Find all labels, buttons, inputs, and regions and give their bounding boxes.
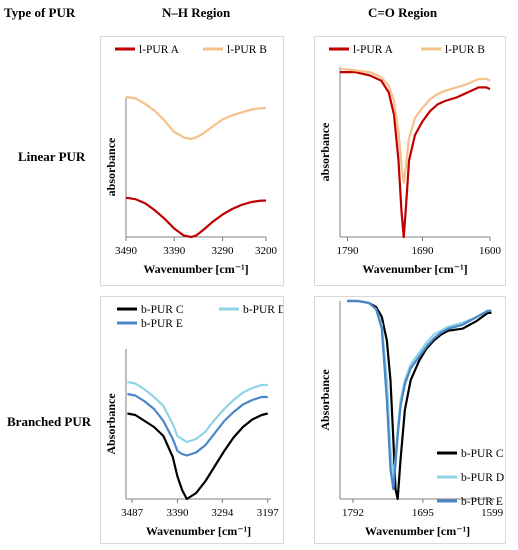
legend-label-l-pur-b: l-PUR B: [227, 44, 267, 56]
x-tick-label: 3390: [166, 507, 189, 519]
x-tick-label: 1600: [479, 245, 502, 257]
legend-label-l-pur-a: l-PUR A: [139, 44, 180, 56]
row-label-linear: Linear PUR: [18, 149, 86, 164]
series-line-b-pur-c: [127, 412, 268, 501]
series-line-l-pur-a: [340, 71, 491, 239]
series-line-l-pur-b: [339, 67, 491, 184]
legend-label-b-pur-e: b-PUR E: [141, 318, 183, 330]
x-tick-label: 3290: [212, 245, 235, 257]
x-axis-label: Wavenumber [cm⁻¹]: [143, 262, 248, 276]
y-axis-label: Absorbance: [318, 369, 332, 431]
chart-linear-nh: 3490 3390 3290 3200 Wavenumber [cm⁻¹] absorba…: [104, 44, 278, 276]
chart-panel-linear-nh: 3490 3390 3290 3200 Wavenumber [cm⁻¹] absorba…: [100, 36, 284, 286]
x-axis-label: Wavenumber [cm⁻¹]: [146, 524, 251, 538]
legend-label-b-pur-c: b-PUR C: [141, 304, 184, 316]
legend-label-l-pur-b: l-PUR B: [445, 44, 485, 56]
header-co-region: C=O Region: [368, 5, 438, 20]
x-tick-label: 1690: [412, 245, 435, 257]
y-axis-label: absorbance: [104, 137, 118, 196]
series-line-b-pur-e: [347, 299, 492, 491]
x-tick-label: 1695: [412, 507, 435, 519]
header-type-label: Type of PUR: [4, 5, 76, 20]
x-tick-label: 1599: [481, 507, 504, 519]
legend-label-b-pur-d: b-PUR D: [243, 304, 283, 316]
x-tick-label: 1790: [337, 245, 360, 257]
series-line-l-pur-b: [125, 95, 266, 141]
x-tick-label: 3200: [255, 245, 278, 257]
legend-label-b-pur-c: b-PUR C: [461, 448, 504, 460]
x-tick-label: 3390: [163, 245, 186, 257]
y-axis-label: Absorbance: [104, 393, 118, 455]
y-axis-label: absorbance: [318, 122, 332, 181]
x-tick-label: 3294: [211, 507, 234, 519]
row-label-branched: Branched PUR: [7, 414, 92, 429]
series-line-b-pur-e: [127, 392, 268, 457]
x-tick-label: 1792: [342, 507, 364, 519]
series-line-l-pur-a: [125, 196, 266, 239]
legend-label-b-pur-e: b-PUR E: [461, 496, 503, 508]
x-axis-label: Wavenumber [cm⁻¹]: [362, 262, 467, 276]
x-axis-label: Wavenumber [cm⁻¹]: [365, 524, 470, 538]
x-tick-label: 3197: [257, 507, 280, 519]
chart-linear-co: 1790 1690 1600 Wavenumber [cm⁻¹] absorbance l…: [318, 44, 502, 276]
x-tick-label: 3490: [115, 245, 138, 257]
x-tick-label: 3487: [121, 507, 144, 519]
chart-branched-co: 1792 1695 1599 Wavenumber [cm⁻¹] Absorbance b…: [318, 299, 504, 538]
chart-panel-branched-nh: 3487 3390 3294 3197 Wavenumber [cm⁻¹] Absorba…: [100, 296, 286, 544]
legend-label-b-pur-d: b-PUR D: [461, 472, 504, 484]
legend-label-l-pur-a: l-PUR A: [353, 44, 394, 56]
series-line-b-pur-d: [127, 380, 268, 444]
chart-panel-linear-co: 1790 1690 1600 Wavenumber [cm⁻¹] absorbance l…: [314, 36, 506, 286]
chart-branched-nh: 3487 3390 3294 3197 Wavenumber [cm⁻¹] Absorba…: [104, 304, 286, 538]
header-nh-region: N–H Region: [162, 5, 231, 20]
chart-panel-branched-co: 1792 1695 1599 Wavenumber [cm⁻¹] Absorbance b…: [314, 296, 506, 544]
series-line-b-pur-c: [347, 299, 492, 501]
